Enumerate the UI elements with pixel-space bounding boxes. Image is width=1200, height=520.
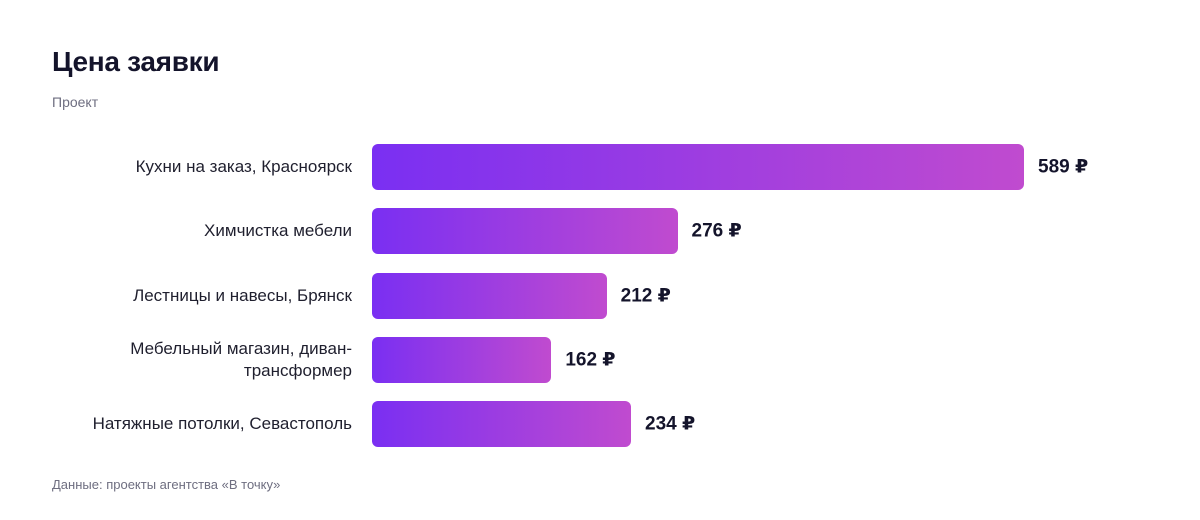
category-label: Натяжные потолки, Севастополь xyxy=(92,414,352,434)
category-label: Мебельный магазин, диван-трансформер xyxy=(130,338,352,380)
bar xyxy=(372,401,632,448)
bar xyxy=(372,272,607,319)
bar xyxy=(372,208,678,255)
category-label: Кухни на заказ, Красноярск xyxy=(135,157,352,176)
bar xyxy=(372,336,552,383)
chart-source: Данные: проекты агентства «В точку» xyxy=(52,477,281,492)
chart-title: Цена заявки xyxy=(52,46,220,77)
value-label: 234 ₽ xyxy=(645,413,696,435)
value-label: 162 ₽ xyxy=(565,349,616,371)
chart-subtitle: Проект xyxy=(52,94,99,110)
category-label: Химчистка мебели xyxy=(204,221,352,241)
category-label: Лестницы и навесы, Брянск xyxy=(133,285,352,305)
value-label: 212 ₽ xyxy=(620,285,671,307)
value-label: 276 ₽ xyxy=(691,220,742,242)
value-label: 589 ₽ xyxy=(1038,156,1089,178)
bar xyxy=(372,144,1024,190)
